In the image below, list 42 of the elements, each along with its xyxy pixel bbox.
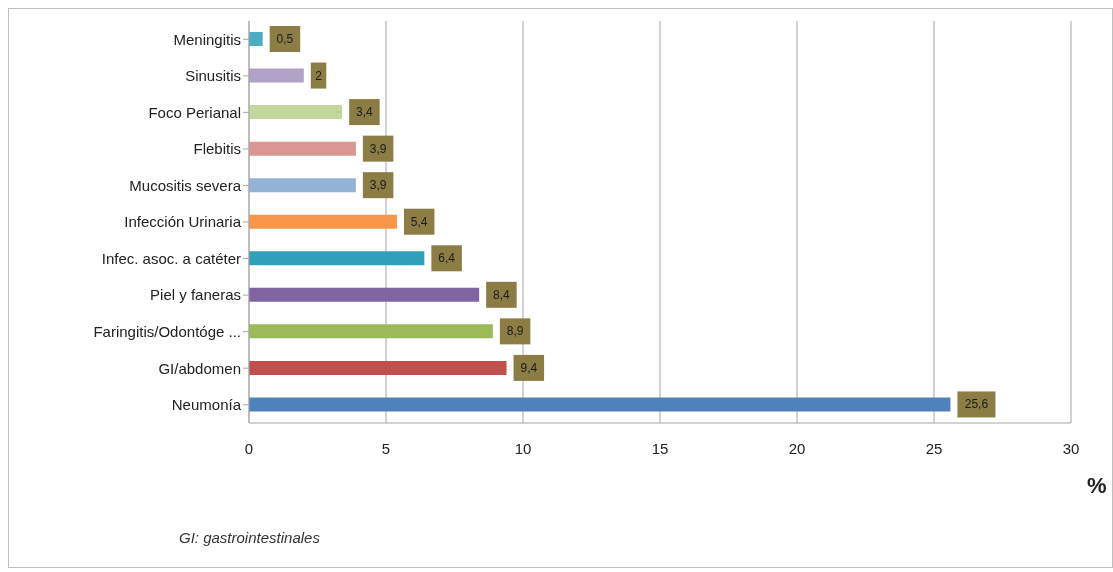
data-label: 9,4 [520, 360, 538, 375]
bar [249, 105, 343, 120]
x-tick-label: 5 [381, 439, 391, 457]
y-tick-label: Mucositis severa [129, 176, 242, 194]
bar [249, 287, 480, 302]
x-tick-label: 20 [788, 439, 806, 457]
y-tick-label: Faringitis/Odontóge ... [93, 322, 241, 340]
y-tick-label: Foco Perianal [148, 103, 241, 121]
y-tick-label: Infección Urinaria [124, 213, 242, 231]
data-label: 5,4 [410, 214, 428, 229]
data-label: 8,9 [506, 324, 524, 339]
y-tick-label: Sinusitis [185, 67, 241, 85]
y-tick-label: Neumonía [171, 396, 242, 414]
bar [249, 360, 507, 375]
data-label: 6,4 [438, 251, 456, 266]
text: GI: gastrointestinales [179, 529, 320, 546]
data-label: 3,9 [369, 141, 387, 156]
x-tick-label: 30 [1062, 439, 1080, 457]
x-tick-label: 15 [651, 439, 669, 457]
x-tick-label: 10 [514, 439, 532, 457]
y-tick-label: GI/abdomen [158, 359, 241, 377]
x-tick-label: 0 [244, 439, 254, 457]
bar [249, 251, 425, 266]
x-tick-label: 25 [925, 439, 943, 457]
y-tick-label: Piel y faneras [150, 286, 241, 304]
x-axis-title: % [1087, 473, 1107, 499]
y-tick-label: Flebitis [193, 140, 241, 158]
bar [249, 68, 304, 83]
data-label: 2 [315, 68, 323, 83]
bar [249, 397, 951, 412]
data-label: 3,9 [369, 178, 387, 193]
bar [249, 324, 493, 339]
data-label: 25,6 [964, 397, 989, 412]
bar [249, 214, 397, 229]
bar [249, 178, 356, 193]
bar [249, 141, 356, 156]
data-label: 0,5 [276, 32, 294, 46]
y-tick-label: Infec. asoc. a catéter [101, 249, 241, 267]
data-label: 8,4 [493, 287, 511, 302]
bar [249, 32, 263, 46]
y-tick-label: Meningitis [173, 30, 241, 48]
data-label: 3,4 [356, 105, 374, 120]
